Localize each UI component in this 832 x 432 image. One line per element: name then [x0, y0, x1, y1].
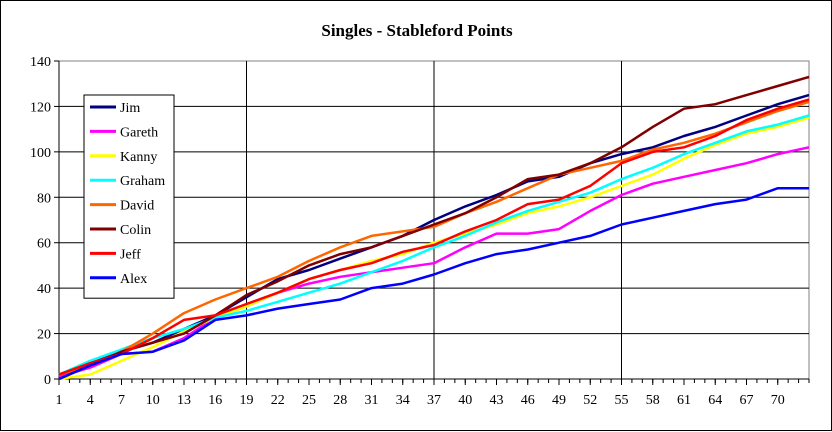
x-tick-label: 52: [583, 393, 597, 408]
y-tick-label: 40: [37, 282, 51, 297]
y-tick-label: 140: [30, 55, 51, 70]
y-tick-label: 120: [30, 100, 51, 115]
x-tick-label: 55: [615, 393, 629, 408]
x-tick-label: 25: [302, 393, 316, 408]
x-tick-label: 4: [87, 393, 94, 408]
x-tick-label: 40: [458, 393, 472, 408]
y-tick-label: 60: [37, 237, 51, 252]
series-layer: [58, 75, 810, 381]
x-tick-label: 61: [677, 393, 691, 408]
x-tick-label: 37: [427, 393, 441, 408]
legend-label-graham: Graham: [120, 174, 165, 189]
x-tick-label: 13: [177, 393, 191, 408]
series-line-graham: [58, 114, 810, 376]
x-tick-label: 10: [146, 393, 160, 408]
x-tick-label: 67: [740, 393, 754, 408]
x-tick-label: 1: [56, 393, 63, 408]
legend-label-gareth: Gareth: [120, 125, 158, 140]
series-line-david: [58, 100, 810, 376]
y-tick-label: 100: [30, 146, 51, 161]
series-line-alex: [58, 186, 809, 381]
legend-label-jeff: Jeff: [120, 247, 141, 262]
chart-title: Singles - Stableford Points: [321, 21, 513, 40]
x-tick-label: 34: [396, 393, 410, 408]
x-tick-label: 22: [271, 393, 285, 408]
x-tick-label: 58: [646, 393, 660, 408]
x-tick-label: 70: [771, 393, 785, 408]
x-tick-label: 7: [118, 393, 125, 408]
x-tick-label: 16: [208, 393, 222, 408]
x-tick-label: 64: [708, 393, 722, 408]
x-tick-label: 43: [490, 393, 504, 408]
legend-label-david: David: [120, 199, 154, 214]
y-tick-label: 80: [37, 191, 51, 206]
legend-box: [83, 94, 175, 299]
x-tick-label: 46: [521, 393, 535, 408]
series-line-jeff: [58, 98, 810, 376]
x-tick-label: 31: [365, 393, 379, 408]
legend: Jim Gareth Kanny Graham David Colin Jeff Alex: [83, 94, 175, 299]
legend-label-kanny: Kanny: [120, 150, 157, 165]
legend-label-alex: Alex: [120, 272, 147, 287]
y-tick-label: 0: [44, 373, 51, 388]
series-line-kanny: [58, 116, 810, 381]
x-tick-label: 19: [240, 393, 254, 408]
legend-label-colin: Colin: [120, 223, 151, 238]
y-tick-label: 20: [37, 328, 51, 343]
series-line-colin: [58, 75, 810, 381]
series-line-gareth: [58, 146, 810, 378]
x-tick-label: 49: [552, 393, 566, 408]
legend-label-jim: Jim: [120, 101, 140, 116]
axes: 0 20 40 60 80 100 120 140 1 4 7 10 13 16 19 22 25 28 31 34 3…: [30, 55, 810, 408]
x-tick-label: 28: [333, 393, 347, 408]
